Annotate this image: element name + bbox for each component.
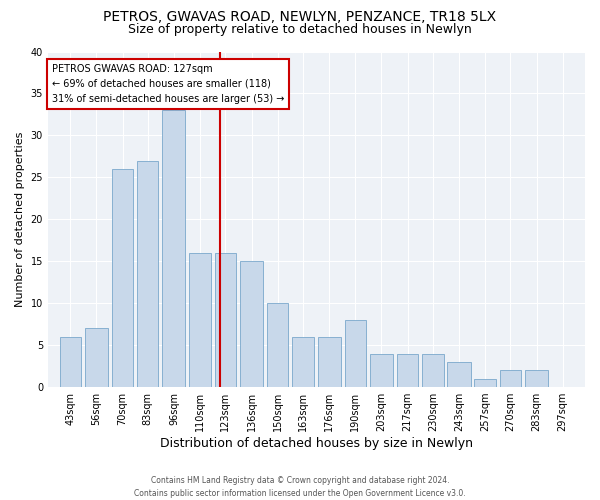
Bar: [475, 378, 496, 387]
Bar: [267, 303, 289, 387]
Bar: [85, 328, 108, 387]
Bar: [112, 169, 133, 387]
Bar: [215, 253, 236, 387]
Text: PETROS GWAVAS ROAD: 127sqm
← 69% of detached houses are smaller (118)
31% of sem: PETROS GWAVAS ROAD: 127sqm ← 69% of deta…: [52, 64, 284, 104]
Text: Size of property relative to detached houses in Newlyn: Size of property relative to detached ho…: [128, 22, 472, 36]
Bar: [500, 370, 521, 387]
Bar: [190, 253, 211, 387]
Bar: [137, 160, 158, 387]
Text: Contains HM Land Registry data © Crown copyright and database right 2024.
Contai: Contains HM Land Registry data © Crown c…: [134, 476, 466, 498]
Bar: [422, 354, 443, 387]
Bar: [397, 354, 418, 387]
Bar: [59, 336, 81, 387]
Bar: [344, 320, 366, 387]
Bar: [240, 261, 263, 387]
Y-axis label: Number of detached properties: Number of detached properties: [15, 132, 25, 307]
Bar: [525, 370, 548, 387]
Bar: [292, 336, 314, 387]
Bar: [448, 362, 470, 387]
Text: PETROS, GWAVAS ROAD, NEWLYN, PENZANCE, TR18 5LX: PETROS, GWAVAS ROAD, NEWLYN, PENZANCE, T…: [103, 10, 497, 24]
Bar: [317, 336, 341, 387]
X-axis label: Distribution of detached houses by size in Newlyn: Distribution of detached houses by size …: [160, 437, 473, 450]
Bar: [163, 110, 185, 387]
Bar: [370, 354, 393, 387]
